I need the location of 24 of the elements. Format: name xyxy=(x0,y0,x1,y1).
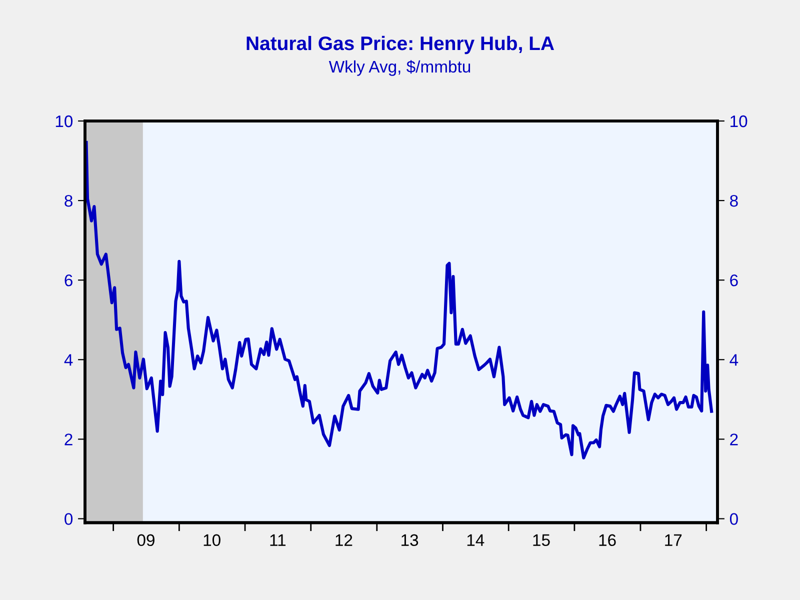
x-tick-label: 17 xyxy=(665,534,682,546)
y2-tick-label: 6 xyxy=(730,274,738,286)
y-tick-label: 10 xyxy=(56,115,73,128)
y-tick-label: 8 xyxy=(64,194,72,207)
y2-tick-label: 10 xyxy=(730,115,748,128)
y2-tick-label: 4 xyxy=(730,354,738,366)
x-tick-label: 16 xyxy=(599,534,616,546)
y2-tick-label: 2 xyxy=(730,434,738,446)
y2-tick-label: 8 xyxy=(730,194,738,207)
y-tick-label: 0 xyxy=(64,513,73,525)
x-tick-label: 11 xyxy=(270,534,286,546)
chart-subtitle: Wkly Avg, $/mmbtu xyxy=(328,60,470,76)
x-tick-label: 09 xyxy=(137,534,154,546)
x-tick-label: 14 xyxy=(467,534,484,546)
x-tick-label: 13 xyxy=(402,534,418,546)
y-tick-label: 6 xyxy=(64,274,72,286)
line-series xyxy=(85,140,714,460)
x-tick-label: 10 xyxy=(204,534,220,546)
x-tick-label: 12 xyxy=(336,534,352,546)
y2-tick-label: 0 xyxy=(730,513,738,525)
x-tick-label: 15 xyxy=(533,534,550,546)
chart-title: Natural Gas Price: Henry Hub, LA xyxy=(246,36,554,54)
y-tick-label: 4 xyxy=(64,354,73,366)
y-tick-label: 2 xyxy=(64,434,72,446)
